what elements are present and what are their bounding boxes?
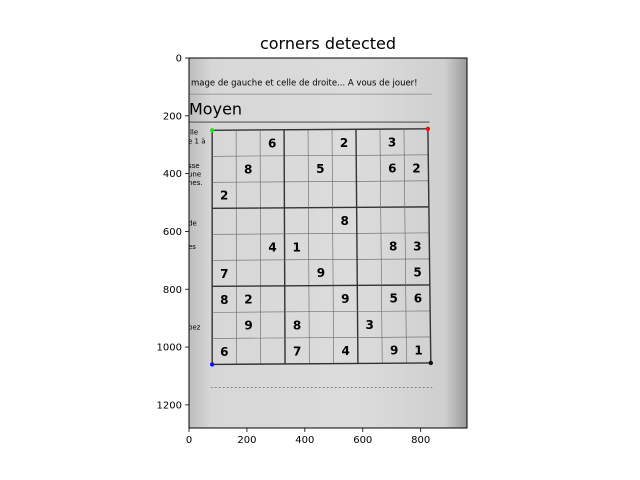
sudoku-digit: 6: [414, 292, 422, 306]
sudoku-digit: 3: [366, 318, 374, 332]
y-tick-label: 600: [163, 227, 182, 238]
sudoku-digit: 1: [292, 240, 300, 254]
image-plot: mage de gauche et celle de droite... A v…: [188, 58, 467, 428]
y-tick-label: 1200: [157, 400, 182, 411]
level-heading: Moyen: [189, 99, 242, 118]
sudoku-digit: 2: [220, 189, 228, 203]
x-tick-label: 200: [237, 435, 256, 446]
sudoku-digit: 2: [412, 161, 420, 175]
margin-word: de: [188, 220, 197, 228]
grid-line-horizontal: [212, 284, 430, 288]
sudoku-digit: 8: [220, 293, 228, 307]
grid-line-vertical: [403, 128, 407, 364]
x-tick-label: 0: [186, 435, 192, 446]
grid-line-vertical: [283, 129, 286, 364]
y-tick-label: 0: [176, 54, 182, 65]
sudoku-digit: 9: [317, 266, 325, 280]
margin-word: nes.: [188, 179, 203, 187]
margin-word: pez: [188, 324, 201, 332]
grid-line-vertical: [427, 128, 432, 363]
y-tick-label: 400: [163, 169, 182, 180]
sudoku-digit: 8: [389, 240, 397, 254]
grid-line-vertical: [307, 129, 310, 364]
margin-word: es: [188, 243, 196, 251]
sudoku-digit: 9: [244, 319, 252, 333]
sudoku-digit: 8: [244, 163, 252, 177]
grid-line-vertical: [331, 129, 334, 364]
corner-point-bottom-left: [209, 362, 215, 367]
grid-line-horizontal: [212, 128, 428, 131]
corner-point-top-right: [425, 126, 431, 132]
y-axis: 0 200 400 600 800 1000 1200: [157, 54, 189, 411]
sudoku-digit: 8: [341, 214, 349, 228]
grid-line-horizontal: [212, 180, 429, 183]
sudoku-digit: 5: [413, 265, 421, 279]
instruction-text: mage de gauche et celle de droite... A v…: [191, 78, 418, 88]
x-tick-label: 600: [353, 435, 372, 446]
sudoku-digit: 3: [413, 239, 421, 253]
margin-word: sse: [188, 162, 200, 170]
sudoku-digit: 1: [414, 344, 422, 358]
sudoku-digit: 2: [244, 293, 252, 307]
grid-line-vertical: [379, 129, 383, 364]
paper-background: [189, 58, 467, 428]
grid-line-horizontal: [212, 232, 430, 235]
sudoku-digit: 3: [388, 136, 396, 150]
sudoku-grid: [211, 128, 432, 366]
sudoku-digit: 8: [293, 318, 301, 332]
grid-line-horizontal: [212, 310, 431, 313]
margin-word: une: [188, 171, 201, 179]
margin-word: e 1 à: [188, 137, 206, 145]
x-axis: 0 200 400 600 800: [186, 428, 430, 446]
sudoku-digit: 5: [390, 292, 398, 306]
chart-title: corners detected: [260, 34, 396, 53]
sudoku-digit: 2: [340, 136, 348, 150]
sudoku-digit: 5: [316, 162, 324, 176]
margin-word: ille: [188, 129, 198, 137]
grid-line-horizontal: [212, 362, 431, 366]
x-tick-label: 400: [295, 435, 314, 446]
sudoku-digit: 6: [220, 345, 228, 359]
sudoku-digit: 9: [390, 344, 398, 358]
grid-line-horizontal: [212, 258, 430, 261]
grid-line-horizontal: [212, 154, 429, 157]
grid-line-horizontal: [212, 206, 429, 210]
plot-frame: [188, 57, 468, 429]
corner-markers: [209, 126, 434, 367]
sudoku-digit: 7: [220, 267, 228, 281]
sudoku-digits: 6 2 3 8 5 6 2 2 8 4 1 8 3 7 9 5 8 2 9 5 6 9 8 3 6 7 4 9 1: [220, 136, 423, 359]
sudoku-digit: 6: [268, 136, 276, 150]
y-tick-label: 1000: [157, 343, 182, 354]
x-tick-label: 800: [411, 435, 430, 446]
grid-line-vertical: [259, 129, 262, 365]
y-tick-label: 200: [163, 111, 182, 122]
y-tick-label: 800: [163, 285, 182, 296]
sudoku-digit: 7: [293, 344, 301, 358]
sudoku-digit: 6: [388, 162, 396, 176]
sudoku-digit: 9: [341, 292, 349, 306]
sudoku-digit: 4: [268, 240, 276, 254]
grid-line-vertical: [355, 129, 359, 364]
grid-line-horizontal: [212, 336, 431, 339]
corner-point-bottom-right: [428, 360, 434, 366]
corner-point-top-left: [209, 128, 215, 133]
sudoku-digit: 4: [341, 344, 349, 358]
